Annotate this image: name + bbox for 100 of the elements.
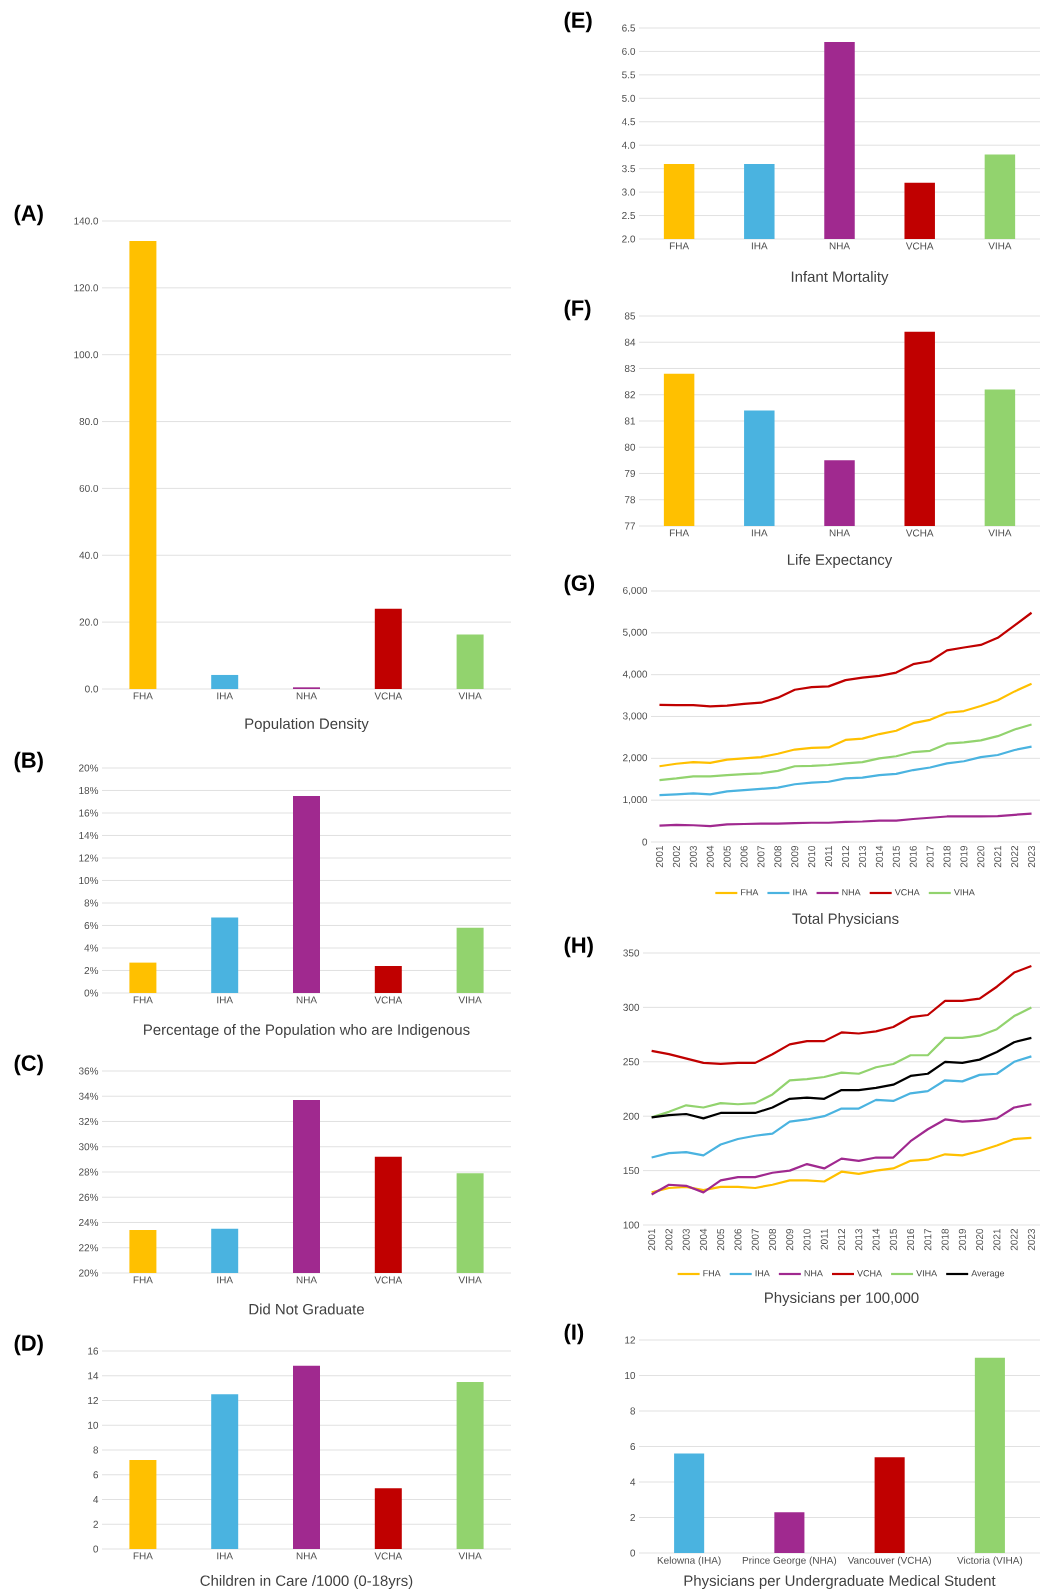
legend-label: Average	[971, 1270, 1005, 1279]
y-tick-label: 6	[93, 1471, 99, 1479]
x-axis-title: Physicians per 100,000	[765, 1292, 919, 1306]
y-tick-label: 22%	[79, 1244, 99, 1252]
y-tick-label: 0.0	[85, 685, 99, 693]
y-tick-label: 34%	[78, 1092, 99, 1100]
y-tick-label: 4%	[84, 944, 99, 952]
y-tick-label: 200	[623, 1112, 640, 1120]
y-tick-label: 12	[625, 1336, 635, 1344]
line-series	[658, 611, 1033, 708]
y-tick-label: 26%	[79, 1193, 99, 1201]
y-tick-label: 3.5	[622, 165, 636, 173]
y-tick-label: 0	[642, 838, 648, 846]
x-tick-label: 2012	[841, 846, 850, 868]
line-series	[650, 1006, 1033, 1119]
y-tick-label: 8	[630, 1407, 636, 1415]
bar	[974, 1357, 1005, 1553]
y-tick-label: 83	[624, 364, 636, 373]
x-tick-label: NHA	[296, 996, 317, 1004]
y-tick-label: 2.5	[622, 212, 636, 220]
legend-label: VCHA	[894, 889, 920, 896]
y-tick-label: 350	[623, 949, 640, 957]
y-tick-label: 78	[624, 496, 636, 504]
chart-title: (C)	[14, 1054, 43, 1076]
x-tick-label: 2006	[734, 1228, 742, 1251]
x-tick-label: FHA	[133, 1552, 153, 1560]
legend-label: NHA	[804, 1270, 823, 1277]
x-tick-label: 2009	[791, 845, 799, 868]
x-axis-title: Physicians per Undergraduate Medical Student	[684, 1575, 996, 1589]
x-tick-label: 2004	[699, 1228, 707, 1251]
y-tick-label: 10%	[79, 876, 99, 885]
y-tick-label: 8%	[84, 899, 99, 907]
y-tick-label: 12	[88, 1397, 98, 1404]
line-series	[658, 682, 1033, 768]
y-tick-label: 85	[624, 312, 636, 320]
bar	[374, 608, 402, 689]
x-tick-label: 2008	[774, 845, 782, 868]
y-tick-label: 30%	[78, 1143, 99, 1151]
legend-label: VCHA	[857, 1270, 882, 1277]
x-tick-label: 2005	[717, 1228, 725, 1251]
y-tick-label: 16	[88, 1347, 99, 1355]
bar	[374, 1488, 402, 1549]
x-tick-label: VCHA	[374, 692, 403, 700]
y-tick-label: 14	[88, 1372, 99, 1380]
bar	[456, 927, 484, 993]
bar	[129, 962, 157, 993]
x-tick-label: 2011	[825, 845, 833, 867]
y-tick-label: 84	[624, 338, 636, 346]
legend-label: FHA	[703, 1270, 721, 1277]
y-tick-label: 0	[630, 1549, 636, 1557]
chart-title: (E)	[564, 11, 592, 33]
x-tick-label: VIHA	[988, 529, 1012, 537]
chart-title: (B)	[14, 751, 43, 773]
x-tick-label: 2019	[960, 845, 968, 868]
x-tick-label: 2015	[892, 845, 900, 868]
x-tick-label: 2021	[994, 845, 1002, 868]
y-tick-label: 5.5	[622, 71, 636, 79]
x-tick-label: 2002	[665, 1229, 673, 1251]
y-tick-label: 36%	[78, 1067, 99, 1075]
x-tick-label: VCHA	[905, 529, 934, 537]
y-tick-label: 20%	[79, 764, 99, 772]
y-tick-label: 120.0	[74, 284, 99, 292]
y-tick-label: 32%	[78, 1117, 99, 1126]
x-tick-label: Prince George (NHA)	[742, 1556, 837, 1566]
y-tick-label: 4.5	[621, 118, 636, 126]
y-tick-label: 80.0	[79, 418, 99, 426]
x-tick-label: 2016	[907, 1228, 915, 1251]
x-tick-label: VCHA	[374, 996, 403, 1004]
chart-title: (I)	[564, 1323, 584, 1345]
x-tick-label: Vancouver (VCHA)	[847, 1556, 931, 1566]
x-tick-label: VCHA	[374, 1276, 403, 1284]
y-tick-label: 77	[624, 522, 635, 530]
y-tick-label: 40.0	[79, 551, 99, 559]
x-tick-label: IHA	[217, 1276, 233, 1284]
x-tick-label: 2015	[889, 1228, 897, 1251]
bar	[674, 1453, 705, 1553]
x-tick-label: 2004	[706, 845, 714, 868]
y-tick-label: 6.5	[622, 24, 636, 32]
x-tick-label: 2009	[786, 1228, 794, 1251]
legend-label: VIHA	[953, 889, 975, 896]
x-tick-label: 2001	[648, 1229, 656, 1251]
y-tick-label: 4.0	[621, 141, 636, 149]
x-tick-label: 2018	[941, 1228, 949, 1251]
y-tick-label: 79	[624, 469, 636, 478]
bar	[293, 1365, 320, 1549]
bar	[456, 634, 484, 689]
bar	[456, 1381, 484, 1549]
x-tick-label: NHA	[296, 1276, 317, 1284]
bar	[293, 796, 320, 993]
x-tick-label: VCHA	[905, 242, 934, 250]
y-tick-label: 140.0	[74, 217, 99, 225]
x-tick-label: FHA	[669, 529, 690, 537]
y-tick-label: 0%	[84, 989, 99, 997]
x-tick-label: 2008	[768, 1228, 776, 1251]
y-tick-label: 82	[624, 391, 635, 399]
y-tick-label: 81	[624, 417, 636, 425]
x-tick-label: VIHA	[458, 692, 482, 700]
x-tick-label: FHA	[133, 1276, 153, 1284]
chart-title: (A)	[14, 204, 43, 226]
x-tick-label: VCHA	[374, 1552, 403, 1560]
